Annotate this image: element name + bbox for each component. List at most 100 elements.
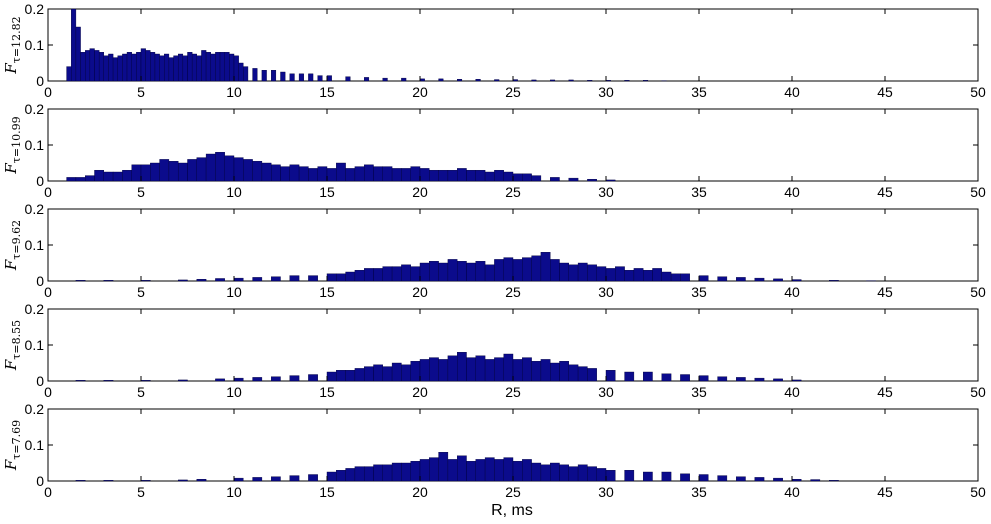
bar <box>252 160 263 182</box>
bar <box>512 173 523 182</box>
bar <box>484 264 495 282</box>
x-tick-label: 0 <box>44 284 52 300</box>
bar <box>429 457 439 482</box>
y-axis-label-subscript: τ=9.62 <box>10 220 23 260</box>
bar <box>559 361 570 382</box>
bar <box>215 52 221 82</box>
bar <box>177 379 188 382</box>
bar <box>229 53 235 82</box>
x-tick-label: 5 <box>137 184 145 200</box>
bar <box>336 162 346 182</box>
bar <box>643 371 653 382</box>
x-tick-label: 25 <box>505 384 521 400</box>
bar <box>624 80 630 82</box>
bar <box>289 475 300 482</box>
bar <box>308 168 318 182</box>
bar <box>698 275 709 282</box>
bar <box>680 273 690 282</box>
bar <box>326 471 337 482</box>
bar <box>140 480 151 482</box>
bar <box>550 177 560 182</box>
bar <box>382 166 393 182</box>
bar <box>354 166 365 182</box>
y-tick-label: 0.1 <box>25 337 45 353</box>
bar <box>494 459 504 482</box>
bar <box>550 79 556 82</box>
bar <box>447 169 458 182</box>
x-tick-label: 5 <box>137 284 145 300</box>
bar <box>475 78 481 82</box>
bar <box>317 75 323 82</box>
bar <box>391 266 402 282</box>
bar-series <box>75 251 876 282</box>
bar <box>177 53 184 82</box>
bar <box>140 48 146 82</box>
bar <box>75 177 86 182</box>
x-tick-label: 15 <box>319 184 335 200</box>
bar <box>587 466 597 482</box>
bar <box>354 466 365 482</box>
bar <box>577 366 588 382</box>
x-tick-label: 35 <box>691 284 707 300</box>
bar <box>289 375 300 382</box>
x-tick-label: 10 <box>226 84 242 100</box>
bar <box>810 479 821 482</box>
bar <box>308 73 314 82</box>
bar <box>159 55 165 82</box>
bar <box>103 280 114 282</box>
bar <box>661 373 672 382</box>
x-axis-label: R, ms <box>491 502 533 519</box>
x-tick-label: 30 <box>598 384 614 400</box>
bar <box>438 359 449 382</box>
bar <box>336 273 346 282</box>
x-tick-label: 20 <box>412 284 428 300</box>
bar <box>457 352 467 382</box>
x-tick-label: 40 <box>784 184 800 200</box>
bar <box>791 479 802 482</box>
bar <box>447 259 458 282</box>
bar <box>419 262 430 282</box>
bar <box>698 375 709 382</box>
bar <box>522 173 532 182</box>
y-axis-label: Fτ=12.82 <box>2 16 23 74</box>
bar <box>494 357 504 382</box>
bar <box>512 461 523 482</box>
x-tick-label: 45 <box>877 184 893 200</box>
bar <box>233 55 239 82</box>
bar <box>261 162 272 182</box>
x-tick-label: 15 <box>319 484 335 500</box>
bar <box>754 377 765 382</box>
bar <box>131 53 137 82</box>
bar <box>401 462 411 482</box>
x-tick-label: 35 <box>691 84 707 100</box>
y-tick-label: 0 <box>36 273 44 289</box>
bar <box>108 53 114 82</box>
bar <box>410 461 421 482</box>
bar-series <box>75 452 839 482</box>
bar <box>66 177 77 182</box>
bar <box>168 57 174 82</box>
bar <box>373 464 384 482</box>
bar <box>550 362 560 382</box>
bar <box>429 261 439 282</box>
x-tick-label: 30 <box>598 184 614 200</box>
bar <box>633 268 644 282</box>
bar <box>336 370 346 382</box>
x-tick-label: 0 <box>44 484 52 500</box>
bar <box>475 459 486 482</box>
bar <box>429 357 439 382</box>
x-tick-label: 20 <box>412 384 428 400</box>
bar <box>373 268 384 282</box>
x-tick-label: 25 <box>505 484 521 500</box>
y-tick-label: 0 <box>36 173 44 189</box>
bar <box>150 162 160 182</box>
bar <box>466 357 477 382</box>
bar <box>447 355 458 382</box>
x-tick-label: 0 <box>44 184 52 200</box>
bar <box>345 168 356 182</box>
bar <box>605 268 616 282</box>
bar <box>382 77 388 82</box>
bar <box>643 471 653 482</box>
bar <box>308 275 318 282</box>
